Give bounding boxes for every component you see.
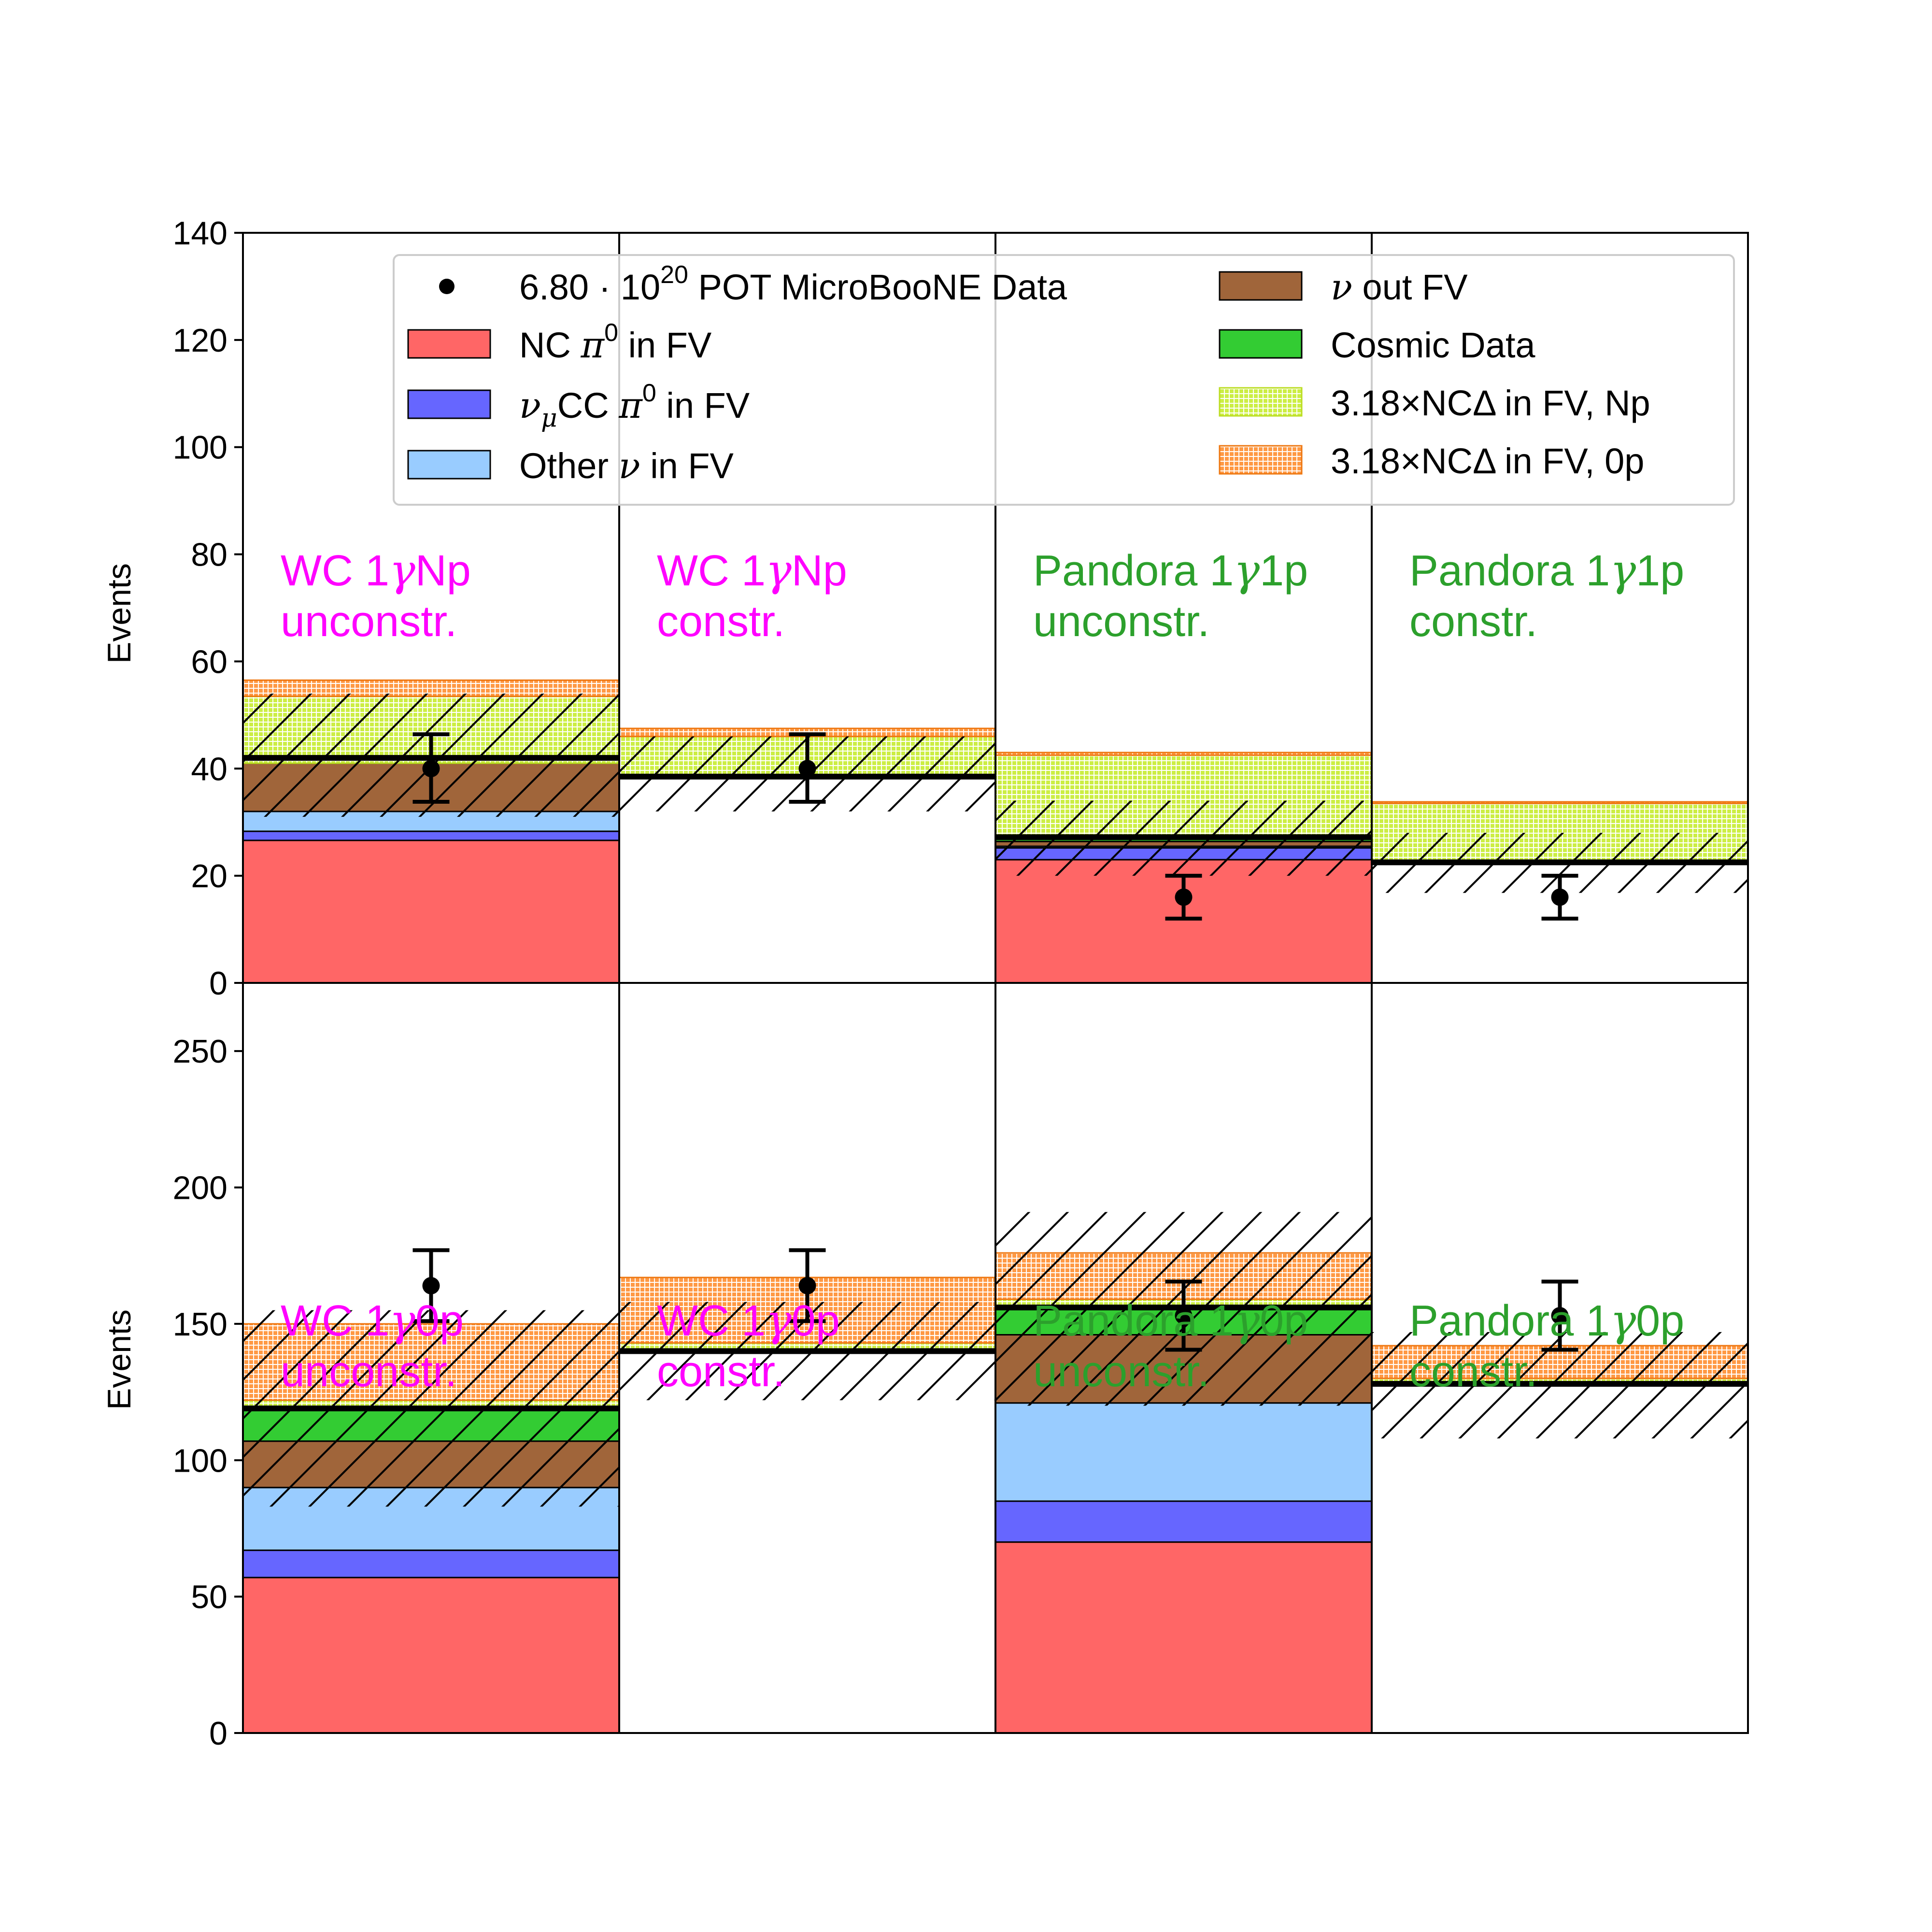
panel-label-gamma-r0c0: γ bbox=[389, 545, 415, 596]
legend-swatch-ncdelta-np bbox=[1219, 387, 1303, 417]
panel-label-gamma-r1c0: γ bbox=[389, 1295, 415, 1346]
legend-swatch-other-nu bbox=[407, 450, 491, 480]
ytick-label-0-80: 80 bbox=[191, 537, 227, 573]
data-point-r1c2 bbox=[1175, 1307, 1193, 1324]
legend-data-marker bbox=[439, 279, 455, 294]
bar-numu-cc-pi0-r1c2 bbox=[994, 1500, 1373, 1543]
ytick-label-0-120: 120 bbox=[173, 322, 227, 359]
panel-label-line2-r1c3: constr. bbox=[1409, 1348, 1537, 1396]
ytick-label-1-0: 0 bbox=[209, 1715, 227, 1752]
panel-label-suffix-r1c2: 0p bbox=[1260, 1297, 1308, 1345]
y-axis-title-top: Events bbox=[101, 563, 138, 664]
bar-nc-pi0-r1c0 bbox=[242, 1577, 620, 1734]
panel-label-suffix-r1c3: 0p bbox=[1636, 1297, 1684, 1345]
bar-other-nu-r1c2 bbox=[994, 1402, 1373, 1502]
legend-label-numu-cc-pi0: νμCC π0 in FV bbox=[519, 379, 750, 433]
panel-label-gamma-r0c3: γ bbox=[1610, 545, 1636, 596]
panel-label-line2-r0c1: constr. bbox=[657, 597, 785, 646]
data-points bbox=[412, 732, 1578, 1352]
ytick-label-0-0: 0 bbox=[209, 965, 227, 1002]
panel-label-gamma-r1c3: γ bbox=[1610, 1295, 1636, 1346]
legend: 6.80 · 1020 POT MicroBooNE Data NC π0 in… bbox=[393, 254, 1735, 506]
data-point-r1c3 bbox=[1551, 1307, 1569, 1324]
panel-label-gamma-r1c1: γ bbox=[766, 1295, 792, 1346]
panel-label-line2-r0c0: unconstr. bbox=[281, 597, 457, 646]
legend-label-nu-out-fv: ν out FV bbox=[1331, 267, 1468, 308]
ytick-label-1-50: 50 bbox=[191, 1579, 227, 1616]
bar-numu-cc-pi0-r0c0 bbox=[242, 830, 620, 841]
panel-label-suffix-r0c3: 1p bbox=[1636, 547, 1684, 595]
ytick-label-0-60: 60 bbox=[191, 643, 227, 680]
data-point-r1c0 bbox=[422, 1277, 440, 1294]
panel-label-prefix-r0c2: Pandora 1 bbox=[1033, 547, 1234, 595]
panel-label-prefix-r1c0: WC 1 bbox=[281, 1297, 389, 1345]
panel-label-line1-r1c2: Pandora 1γ0p bbox=[1033, 1295, 1308, 1346]
data-point-r1c1 bbox=[798, 1277, 816, 1294]
legend-label-other-nu: Other ν in FV bbox=[519, 445, 734, 487]
panel-label-line2-r1c2: unconstr. bbox=[1033, 1348, 1209, 1396]
legend-swatch-nu-out-fv bbox=[1219, 271, 1303, 301]
legend-swatch-nc-pi0 bbox=[407, 329, 491, 359]
bar-ncdelta-0p-r0c2 bbox=[994, 752, 1373, 756]
legend-label-ncdelta-0p: 3.18×NCΔ in FV, 0p bbox=[1331, 441, 1644, 481]
ytick-label-0-20: 20 bbox=[191, 858, 227, 895]
panel-label-gamma-r1c2: γ bbox=[1234, 1295, 1260, 1346]
legend-label-cosmic: Cosmic Data bbox=[1331, 325, 1535, 365]
panel-frame-r1c3 bbox=[1371, 982, 1749, 1734]
legend-label-nc-pi0: NC π0 in FV bbox=[519, 319, 712, 366]
panel-label-line1-r1c1: WC 1γ0p bbox=[657, 1295, 840, 1346]
panel-label-line1-r0c1: WC 1γNp bbox=[657, 545, 847, 596]
panel-label-line1-r0c2: Pandora 1γ1p bbox=[1033, 545, 1308, 596]
panel-label-prefix-r1c1: WC 1 bbox=[657, 1297, 766, 1345]
panel-label-suffix-r1c1: 0p bbox=[792, 1297, 840, 1345]
ytick-label-1-100: 100 bbox=[173, 1442, 227, 1479]
data-point-r0c0 bbox=[422, 760, 440, 778]
panel-label-prefix-r0c3: Pandora 1 bbox=[1409, 547, 1610, 595]
bar-numu-cc-pi0-r1c0 bbox=[242, 1549, 620, 1578]
bar-nc-pi0-r0c0 bbox=[242, 839, 620, 984]
panel-label-line2-r1c1: constr. bbox=[657, 1348, 785, 1396]
panel-label-prefix-r0c0: WC 1 bbox=[281, 547, 389, 595]
legend-data-label: 6.80 · 1020 POT MicroBooNE Data bbox=[519, 261, 1067, 307]
panel-label-prefix-r1c2: Pandora 1 bbox=[1033, 1297, 1234, 1345]
panel-label-line1-r1c3: Pandora 1γ0p bbox=[1409, 1295, 1684, 1346]
legend-label-ncdelta-np: 3.18×NCΔ in FV, Np bbox=[1331, 383, 1650, 423]
y-axis-title-bottom: Events bbox=[101, 1309, 138, 1410]
axis-ticks: 0 20 40 60 80 100 120 140 0 50 100 150 200 250 bbox=[173, 215, 243, 1752]
data-point-r0c2 bbox=[1175, 888, 1193, 906]
panel-frames bbox=[242, 232, 1749, 1734]
panel-label-gamma-r0c1: γ bbox=[766, 545, 792, 596]
panel-label-line1-r0c0: WC 1γNp bbox=[281, 545, 471, 596]
bar-nc-pi0-r1c2 bbox=[994, 1541, 1373, 1734]
bar-ncdelta-0p-r0c3 bbox=[1371, 801, 1749, 804]
panel-label-prefix-r0c1: WC 1 bbox=[657, 547, 766, 595]
data-point-r0c1 bbox=[798, 760, 816, 778]
ytick-label-1-250: 250 bbox=[173, 1033, 227, 1070]
ytick-label-0-140: 140 bbox=[173, 215, 227, 252]
panel-label-gamma-r0c2: γ bbox=[1234, 545, 1260, 596]
panel-label-suffix-r0c2: 1p bbox=[1260, 547, 1308, 595]
legend-swatch-ncdelta-0p bbox=[1219, 445, 1303, 475]
ytick-label-1-150: 150 bbox=[173, 1306, 227, 1343]
data-point-r0c3 bbox=[1551, 888, 1569, 906]
ytick-label-0-100: 100 bbox=[173, 429, 227, 466]
panel-label-line1-r0c3: Pandora 1γ1p bbox=[1409, 545, 1684, 596]
panel-label-suffix-r1c0: 0p bbox=[415, 1297, 464, 1345]
panel-label-prefix-r1c3: Pandora 1 bbox=[1409, 1297, 1610, 1345]
legend-frame bbox=[393, 254, 1735, 506]
ytick-label-1-200: 200 bbox=[173, 1170, 227, 1207]
ytick-label-0-40: 40 bbox=[191, 751, 227, 787]
panel-label-line1-r1c0: WC 1γ0p bbox=[281, 1295, 464, 1346]
legend-swatch-numu-cc-pi0 bbox=[407, 389, 491, 419]
panel-label-line2-r0c3: constr. bbox=[1409, 597, 1537, 646]
panel-label-line2-r1c0: unconstr. bbox=[281, 1348, 457, 1396]
legend-swatch-cosmic bbox=[1219, 329, 1303, 359]
panel-label-suffix-r0c1: Np bbox=[792, 547, 847, 595]
panel-label-line2-r0c2: unconstr. bbox=[1033, 597, 1209, 646]
panel-label-suffix-r0c0: Np bbox=[415, 547, 471, 595]
